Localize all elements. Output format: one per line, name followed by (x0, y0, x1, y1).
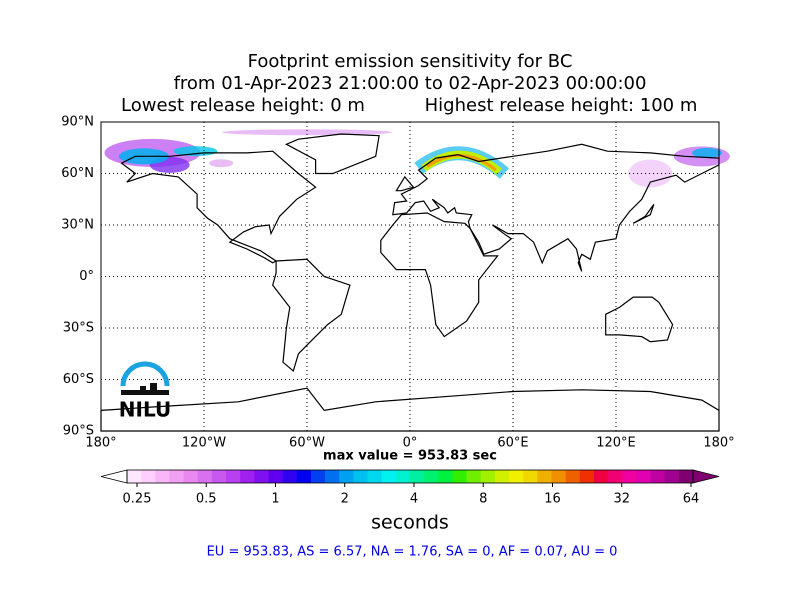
colorbar-segment (353, 470, 369, 483)
logo-arc (120, 361, 170, 387)
coastline (605, 296, 674, 343)
lat-tick-label: 60°N (61, 166, 94, 181)
title-line: Footprint emission sensitivity for BC (248, 51, 573, 72)
colorbar-segment (452, 470, 468, 483)
release-high: Highest release height: 100 m (425, 95, 698, 116)
colorbar-frame (126, 469, 694, 484)
colorbar-segment (141, 470, 156, 483)
colorbar-segment (211, 470, 227, 483)
coastline (380, 212, 499, 338)
release-low: Lowest release height: 0 m (121, 95, 365, 116)
colorbar-tick-label: 0.25 (123, 492, 152, 507)
colorbar-segment (494, 470, 510, 483)
colorbar-segment (636, 470, 652, 483)
colorbar-segment (310, 470, 326, 483)
colorbar: 0.25 0.5 1 2 4 8 16 32 64 (100, 469, 720, 507)
colorbar-segment (664, 470, 680, 483)
colorbar-segment (608, 470, 623, 483)
colorbar-segment (622, 470, 637, 483)
colorbar-segment (296, 470, 312, 483)
colorbar-tick-label: 64 (683, 492, 700, 507)
colorbar-segment (226, 470, 241, 483)
coastline (395, 175, 415, 192)
max-value: max value = 953.83 sec (323, 449, 497, 464)
colorbar-segment (678, 470, 694, 483)
colorbar-segment (466, 470, 482, 483)
colorbar-tick-label: 8 (479, 492, 487, 507)
colorbar-segment (325, 470, 340, 483)
coastline (285, 133, 380, 175)
colorbar-segment (367, 470, 383, 483)
colorbar-segment (254, 470, 269, 483)
colorbar-segment (410, 470, 425, 483)
plume (173, 146, 218, 157)
colorbar-segment (480, 470, 496, 483)
map: 180° 120°W 60°W 0° 60°E 120°E 180° 90°N 60°N 30°N… (61, 115, 734, 451)
lat-tick-label: 60°S (63, 372, 94, 387)
lat-tick-label: 30°N (61, 218, 94, 233)
lat-tick-label: 90°N (61, 115, 94, 130)
title-line: from 01-Apr-2023 21:00:00 to 02-Apr-2023… (174, 73, 647, 94)
colorbar-extend (100, 469, 128, 484)
colorbar-segment (537, 470, 552, 483)
colorbar-segment (268, 470, 284, 483)
coastline (120, 150, 317, 264)
colorbar-extend (692, 469, 720, 484)
plume (628, 159, 673, 188)
lon-tick-label: 120°E (596, 436, 636, 451)
logo: NILU (119, 361, 171, 422)
map-frame (100, 121, 720, 432)
colorbar-segment (593, 470, 609, 483)
colorbar-segment (551, 470, 567, 483)
colorbar-segment (565, 470, 581, 483)
colorbar-segment (650, 470, 666, 483)
logo-text: NILU (119, 398, 171, 422)
logo-skyline (140, 386, 146, 393)
colorbar-segment (381, 470, 397, 483)
colorbar-segment (183, 470, 199, 483)
colorbar-segment (169, 470, 185, 483)
colorbar-tick-label: 16 (544, 492, 561, 507)
colorbar-segment (240, 470, 255, 483)
coastline (392, 143, 720, 272)
colorbar-segment (197, 470, 213, 483)
colorbar-tick-label: 4 (410, 492, 418, 507)
colorbar-segment (155, 470, 170, 483)
plume (691, 147, 722, 158)
colorbar-segment (523, 470, 538, 483)
lon-tick-label: 180° (85, 436, 116, 451)
colorbar-label: seconds (371, 512, 449, 534)
logo-skyline (150, 383, 157, 393)
lat-tick-label: 30°S (63, 321, 94, 336)
colorbar-tick-label: 2 (341, 492, 349, 507)
lon-tick-label: 180° (703, 436, 734, 451)
colorbar-segment (579, 470, 595, 483)
lat-tick-label: 90°S (63, 424, 94, 439)
plume (209, 159, 234, 168)
colorbar-segment (282, 470, 298, 483)
lat-tick-label: 0° (79, 269, 94, 284)
colorbar-tick-label: 1 (271, 492, 279, 507)
regional-totals: EU = 953.83, AS = 6.57, NA = 1.76, SA = … (207, 545, 618, 560)
lon-tick-label: 0° (403, 436, 418, 451)
lon-tick-label: 60°W (289, 436, 325, 451)
lon-tick-label: 60°E (497, 436, 528, 451)
colorbar-segment (127, 470, 142, 483)
colorbar-tick-label: 0.5 (196, 492, 217, 507)
colorbar-segment (339, 470, 354, 483)
coastline (632, 204, 655, 224)
colorbar-segment (424, 470, 439, 483)
coastline (272, 258, 351, 372)
colorbar-tick-label: 32 (613, 492, 630, 507)
lon-tick-label: 120°W (182, 436, 226, 451)
colorbar-segment (395, 470, 411, 483)
colorbar-segment (509, 470, 524, 483)
colorbar-segment (438, 470, 453, 483)
